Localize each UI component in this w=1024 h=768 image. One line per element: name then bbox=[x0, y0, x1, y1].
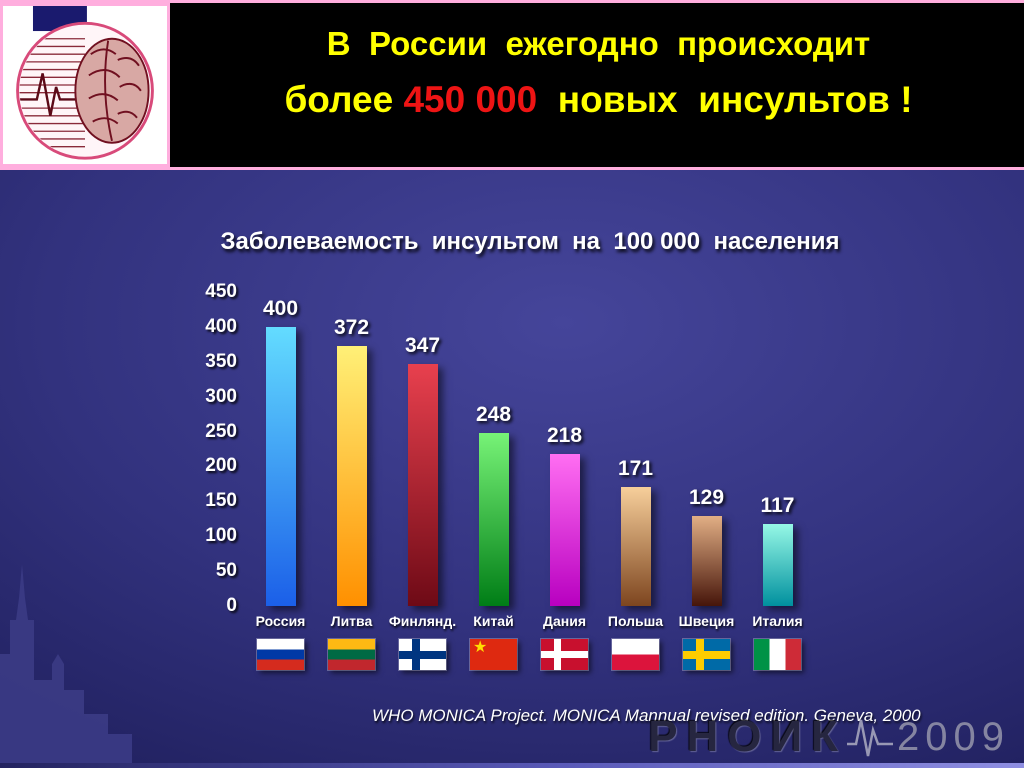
slide-title: В России ежегодно происходит более 450 0… bbox=[185, 3, 1012, 121]
y-tick-label: 50 bbox=[215, 560, 237, 582]
bar-chart: 450 400 350 300 250 200 150 100 50 0 400 372 347 248… bbox=[195, 281, 813, 671]
chart-title: Заболеваемость инсультом на 100 000 насе… bbox=[220, 228, 840, 255]
bar-column: 400 bbox=[245, 292, 316, 606]
finland-flag-icon bbox=[398, 638, 447, 671]
pulse-icon bbox=[847, 719, 894, 757]
title-line2-post: новых инсультов ! bbox=[537, 79, 913, 120]
x-axis-label: Польша bbox=[607, 613, 664, 629]
y-tick-label: 250 bbox=[205, 420, 237, 442]
building-silhouette-icon bbox=[0, 564, 132, 768]
flag-cell bbox=[529, 638, 600, 671]
brain-ecg-icon bbox=[4, 6, 166, 164]
y-tick-label: 100 bbox=[205, 525, 237, 547]
title-highlight-number: 450 000 bbox=[403, 79, 538, 120]
bar-china bbox=[478, 433, 509, 606]
poland-flag-icon bbox=[611, 638, 660, 671]
china-flag-icon bbox=[469, 638, 518, 671]
bar-denmark bbox=[549, 454, 580, 606]
y-tick-label: 0 bbox=[226, 595, 237, 616]
title-line-1: В России ежегодно происходит bbox=[326, 25, 871, 62]
bar-sweden bbox=[691, 516, 722, 606]
flag-cell bbox=[245, 638, 316, 671]
watermark-year: 2009 bbox=[897, 714, 1010, 759]
bar-russia bbox=[265, 327, 296, 606]
flags-row bbox=[245, 638, 813, 671]
bar-column: 248 bbox=[458, 292, 529, 606]
x-axis-label: Дания bbox=[543, 613, 586, 629]
bar-column: 171 bbox=[600, 292, 671, 606]
y-tick-label: 450 bbox=[205, 281, 237, 302]
x-axis-label: Италия bbox=[752, 613, 803, 629]
flag-cell bbox=[458, 638, 529, 671]
sweden-flag-icon bbox=[682, 638, 731, 671]
denmark-flag-icon bbox=[540, 638, 589, 671]
x-axis-label: Россия bbox=[255, 613, 306, 629]
x-axis-label: Литва bbox=[330, 613, 373, 629]
slide-body: Заболеваемость инсультом на 100 000 насе… bbox=[0, 170, 1024, 768]
bar-value-label: 171 bbox=[617, 457, 654, 480]
flag-cell bbox=[600, 638, 671, 671]
x-axis-label: Финлянд. bbox=[388, 613, 457, 629]
bar-value-label: 400 bbox=[262, 297, 299, 320]
bar-value-label: 117 bbox=[760, 494, 795, 517]
bar-value-label: 129 bbox=[688, 486, 725, 509]
italy-flag-icon bbox=[753, 638, 802, 671]
russia-flag-icon bbox=[256, 638, 305, 671]
y-axis: 450 400 350 300 250 200 150 100 50 0 bbox=[195, 281, 245, 616]
lithuania-flag-icon bbox=[327, 638, 376, 671]
bar-value-label: 347 bbox=[404, 334, 441, 357]
x-axis-label: Швеция bbox=[678, 613, 735, 629]
x-axis-label: Китай bbox=[473, 613, 514, 629]
x-labels: Россия Литва Финлянд. Китай Дания Польша Швеци… bbox=[245, 606, 813, 629]
watermark: РНОИК 2009 bbox=[648, 712, 1010, 762]
title-line-2: более 450 000 новых инсультов ! bbox=[185, 79, 1012, 121]
plot-wrap: 400 372 347 248 218 171 129 117 Россия Литва Финл… bbox=[245, 292, 813, 671]
y-tick-label: 200 bbox=[205, 455, 237, 477]
y-tick-label: 150 bbox=[205, 490, 237, 512]
flag-cell bbox=[671, 638, 742, 671]
brain-logo bbox=[0, 3, 170, 167]
bar-lithuania bbox=[336, 346, 367, 606]
source-citation: WHO MONICA Project. MONICA Mannual revis… bbox=[372, 706, 921, 725]
bar-value-label: 372 bbox=[333, 316, 370, 339]
watermark-text: РНОИК bbox=[648, 712, 848, 761]
bottom-edge-strip bbox=[0, 763, 1024, 768]
flag-cell bbox=[316, 638, 387, 671]
title-line2-pre: более bbox=[284, 79, 404, 120]
y-tick-label: 300 bbox=[205, 385, 237, 407]
bar-column: 372 bbox=[316, 292, 387, 606]
header-banner: В России ежегодно происходит более 450 0… bbox=[0, 0, 1024, 170]
bar-column: 218 bbox=[529, 292, 600, 606]
y-tick-label: 350 bbox=[205, 350, 237, 372]
bar-italy bbox=[762, 524, 793, 606]
bar-column: 117 bbox=[742, 292, 813, 606]
bar-column: 129 bbox=[671, 292, 742, 606]
bar-value-label: 218 bbox=[546, 424, 583, 447]
flag-cell bbox=[742, 638, 813, 671]
flag-cell bbox=[387, 638, 458, 671]
bar-poland bbox=[620, 487, 651, 606]
bar-value-label: 248 bbox=[475, 403, 512, 426]
plot-area: 400 372 347 248 218 171 129 117 bbox=[245, 292, 813, 606]
bar-finland bbox=[407, 364, 438, 606]
y-tick-label: 400 bbox=[205, 315, 237, 337]
bar-column: 347 bbox=[387, 292, 458, 606]
